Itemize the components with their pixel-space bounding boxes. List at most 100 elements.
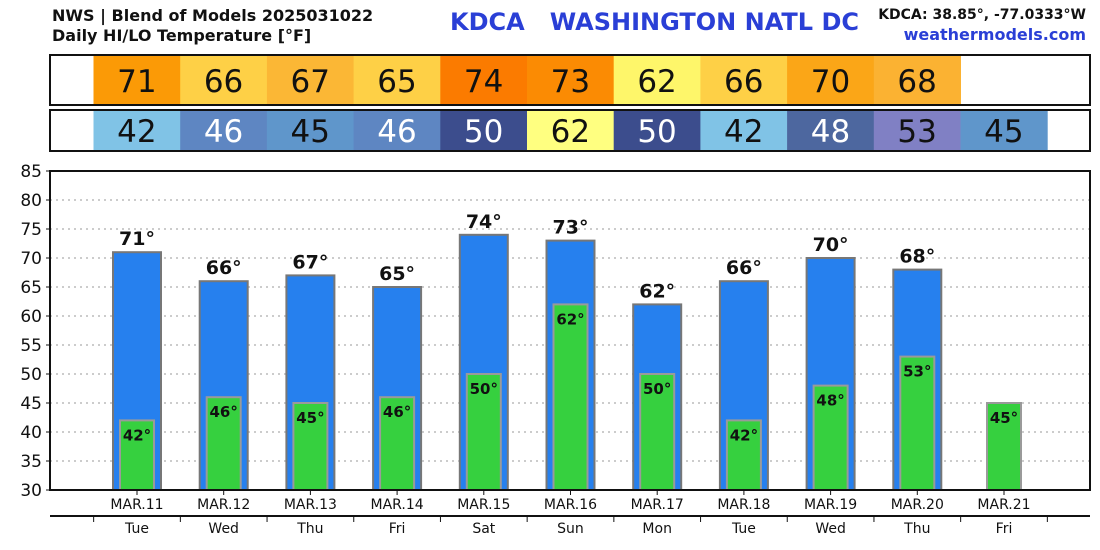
station-title: KDCA WASHINGTON NATL DC bbox=[450, 8, 859, 36]
hi-strip-cell bbox=[353, 56, 441, 104]
lo-strip-value: 45 bbox=[291, 114, 330, 150]
y-tick-label: 35 bbox=[20, 452, 42, 472]
model-title: NWS | Blend of Models 2025031022 bbox=[52, 6, 374, 25]
x-weekday-label: Tue bbox=[124, 521, 149, 537]
x-weekday-label: Thu bbox=[296, 521, 323, 537]
lo-strip: 42 46 45 46 50 62 50 42 48 53 45 bbox=[93, 111, 1048, 150]
hi-bar-label: 67° bbox=[292, 251, 328, 273]
hi-bar-label: 66° bbox=[726, 257, 762, 279]
lo-strip-cell bbox=[266, 111, 355, 150]
lo-bar-label: 46° bbox=[383, 403, 411, 421]
y-tick-label: 55 bbox=[20, 336, 42, 356]
hi-strip-value: 62 bbox=[637, 64, 676, 100]
lo-strip-value: 42 bbox=[117, 114, 156, 150]
lo-strip-cell bbox=[960, 111, 1048, 150]
hi-strip-cell bbox=[873, 56, 961, 104]
hi-strip-cell bbox=[93, 56, 181, 104]
hi-strip-cell bbox=[613, 56, 701, 104]
hi-strip-value: 74 bbox=[464, 64, 503, 100]
hi-strip: 71 66 67 65 74 73 62 66 70 68 bbox=[93, 56, 961, 104]
lo-bar bbox=[986, 402, 1022, 491]
hi-bar-label: 65° bbox=[379, 263, 415, 285]
hi-strip-cell bbox=[180, 56, 268, 104]
hi-bar-label: 62° bbox=[639, 280, 675, 302]
x-weekday-label: Sat bbox=[472, 521, 495, 537]
x-weekday-label: Mon bbox=[642, 521, 672, 537]
website-link[interactable]: weathermodels.com bbox=[903, 25, 1086, 44]
x-weekday-label: Tue bbox=[731, 521, 756, 537]
x-date-label: MAR.18 bbox=[717, 497, 770, 513]
y-tick-label: 70 bbox=[20, 249, 42, 269]
lo-strip-cell bbox=[787, 111, 875, 150]
hi-strip-cell bbox=[700, 56, 788, 104]
lo-bar-label: 50° bbox=[470, 380, 498, 398]
hi-strip-value: 73 bbox=[551, 64, 590, 100]
lo-bar-label: 46° bbox=[210, 403, 238, 421]
lo-strip-cell bbox=[873, 111, 961, 150]
chart-subtitle: Daily HI/LO Temperature [°F] bbox=[52, 26, 312, 45]
x-date-label: MAR.11 bbox=[110, 497, 163, 513]
header-right: KDCA: 38.85°, -77.0333°W weathermodels.c… bbox=[878, 6, 1086, 46]
lo-strip-value: 50 bbox=[637, 114, 676, 150]
lo-strip-value: 48 bbox=[811, 114, 850, 150]
y-tick-label: 30 bbox=[20, 481, 42, 501]
lo-bar-label: 53° bbox=[903, 363, 931, 381]
y-tick-label: 85 bbox=[20, 162, 42, 182]
lo-strip-cell bbox=[700, 111, 788, 150]
x-date-label: MAR.12 bbox=[197, 497, 250, 513]
x-date-label: MAR.21 bbox=[977, 497, 1030, 513]
lo-strip-value: 45 bbox=[984, 114, 1023, 150]
hi-strip-value: 71 bbox=[117, 64, 156, 100]
lo-bar bbox=[725, 419, 762, 491]
hi-strip-cell bbox=[527, 56, 615, 104]
lo-bar-label: 45° bbox=[990, 409, 1018, 427]
hi-bar-label: 66° bbox=[206, 257, 242, 279]
lo-bar bbox=[552, 303, 589, 491]
y-tick-label: 75 bbox=[20, 220, 42, 240]
lo-strip-cell bbox=[613, 111, 701, 150]
header-left: NWS | Blend of Models 2025031022 Daily H… bbox=[52, 6, 373, 46]
y-tick-label: 65 bbox=[20, 278, 42, 298]
lo-bar-label: 42° bbox=[123, 426, 151, 444]
hi-strip-value: 67 bbox=[291, 64, 330, 100]
lo-bar-label: 45° bbox=[296, 409, 324, 427]
x-weekday-label: Fri bbox=[996, 521, 1013, 537]
hi-strip-value: 68 bbox=[897, 64, 936, 100]
hi-strip-value: 66 bbox=[204, 64, 243, 100]
hi-strip-cell bbox=[440, 56, 528, 104]
x-axis-labels: MAR.11 Tue MAR.12 Wed MAR.13 Thu MAR.14 Fri MAR.… bbox=[93, 490, 1048, 537]
lo-bar-label: 62° bbox=[556, 310, 584, 328]
lo-bar bbox=[812, 384, 849, 492]
y-tick-label: 60 bbox=[20, 307, 42, 327]
hi-strip-cell bbox=[266, 56, 355, 104]
x-weekday-label: Sun bbox=[557, 521, 584, 537]
x-date-label: MAR.13 bbox=[284, 497, 337, 513]
x-weekday-label: Thu bbox=[903, 521, 930, 537]
lo-bar-label: 42° bbox=[730, 426, 758, 444]
lo-strip-cell bbox=[93, 111, 181, 150]
lo-strip-value: 46 bbox=[377, 114, 416, 150]
y-tick-label: 80 bbox=[20, 191, 42, 211]
hi-strip-value: 65 bbox=[377, 64, 416, 100]
lo-strip-value: 50 bbox=[464, 114, 503, 150]
lo-strip-cell bbox=[180, 111, 268, 150]
hi-bar-label: 73° bbox=[553, 217, 589, 239]
lo-bar-label: 50° bbox=[643, 380, 671, 398]
lo-strip-cell bbox=[440, 111, 528, 150]
x-date-label: MAR.16 bbox=[544, 497, 597, 513]
lo-strip-value: 62 bbox=[551, 114, 590, 150]
x-weekday-label: Wed bbox=[208, 521, 239, 537]
hi-strip-value: 66 bbox=[724, 64, 763, 100]
y-tick-label: 40 bbox=[20, 423, 42, 443]
station-coordinates: KDCA: 38.85°, -77.0333°W bbox=[878, 7, 1086, 23]
y-axis-ticks: 30 35 40 45 50 55 60 65 70 75 80 85 bbox=[20, 162, 50, 501]
bars: 71° 42° 66° 46° 67° 45° 65° 46° 74° 50° 73° 62° 62° 5… bbox=[112, 211, 1022, 492]
hi-bar-label: 68° bbox=[899, 246, 935, 268]
lo-strip-cell bbox=[353, 111, 441, 150]
y-tick-label: 50 bbox=[20, 365, 42, 385]
hi-strip-cell bbox=[787, 56, 875, 104]
x-date-label: MAR.19 bbox=[804, 497, 857, 513]
x-date-label: MAR.20 bbox=[891, 497, 944, 513]
lo-strip-cell bbox=[527, 111, 615, 150]
